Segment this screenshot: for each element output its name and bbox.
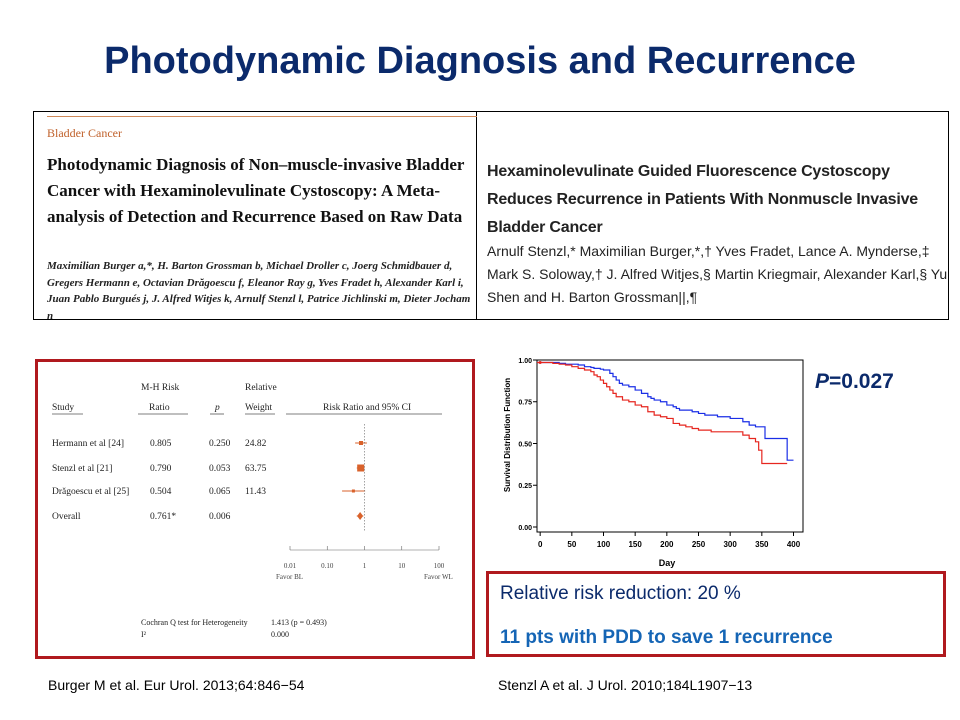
- stenzl-paper-header: Hexaminolevulinate Guided Fluorescence C…: [484, 112, 949, 319]
- paper-headers-box: Bladder Cancer Photodynamic Diagnosis of…: [33, 111, 949, 322]
- forest-axis-tick-label: 100: [434, 562, 445, 570]
- forest-row-weight: 63.75: [245, 464, 267, 474]
- favor-wl-label: Favor WL: [424, 573, 453, 581]
- km-x-tick-label: 0: [538, 540, 543, 549]
- citation-burger: Burger M et al. Eur Urol. 2013;64:846−54: [48, 677, 305, 693]
- km-x-tick-label: 350: [755, 540, 769, 549]
- km-y-tick-label: 1.00: [518, 358, 532, 365]
- km-x-tick-label: 300: [723, 540, 737, 549]
- km-x-tick-label: 150: [628, 540, 642, 549]
- number-needed-to-treat: 11 pts with PDD to save 1 recurrence: [500, 627, 833, 648]
- km-chart: Survival Distribution Function Day 0 50 10…: [503, 358, 804, 568]
- km-x-tick-label: 400: [787, 540, 801, 549]
- header-p: p: [214, 403, 220, 413]
- forest-row-p: 0.006: [209, 512, 231, 522]
- heterogeneity-label: Cochran Q test for Heterogeneity: [141, 618, 248, 627]
- favor-bl-label: Favor BL: [276, 573, 303, 581]
- forest-study-marker: [357, 464, 365, 472]
- km-series-line-1: [537, 361, 794, 461]
- forest-row-study: Hermann et al [24]: [52, 439, 124, 449]
- stenzl-paper-title: Hexaminolevulinate Guided Fluorescence C…: [487, 163, 918, 236]
- forest-row-ratio: 0.790: [150, 464, 172, 474]
- km-chart-panel: Survival Distribution Function Day 0 50 10…: [496, 355, 810, 570]
- km-y-tick-label: 0.00: [518, 525, 532, 532]
- forest-row-p: 0.250: [209, 439, 231, 449]
- forest-study-marker: [358, 441, 363, 445]
- km-series-line-2: [537, 361, 788, 465]
- header-weight-bottom: Weight: [245, 403, 273, 413]
- burger-paper-title: Photodynamic Diagnosis of Non–muscle-inv…: [47, 155, 465, 226]
- header-ratio-bottom: Ratio: [149, 403, 170, 413]
- burger-paper-header: Bladder Cancer Photodynamic Diagnosis of…: [34, 112, 477, 322]
- burger-paper-authors: Maximilian Burger a,*, H. Barton Grossma…: [47, 260, 471, 322]
- forest-plot-panel: M-H Risk Relative Study Ratio p Weight R…: [35, 359, 475, 659]
- p-value-number: =0.027: [829, 370, 894, 393]
- forest-row-study: Drăgoescu et al [25]: [52, 487, 129, 497]
- km-x-tick-label: 100: [597, 540, 611, 549]
- header-ci: Risk Ratio and 95% CI: [323, 403, 411, 413]
- forest-row-ratio: 0.805: [150, 439, 172, 449]
- header-ratio-top: M-H Risk: [141, 383, 180, 393]
- km-x-tick-label: 250: [692, 540, 706, 549]
- slide-title: Photodynamic Diagnosis and Recurrence: [104, 40, 856, 82]
- journal-rule: [47, 116, 477, 117]
- forest-axis-tick-label: 10: [398, 562, 406, 570]
- km-y-axis-label: Survival Distribution Function: [503, 378, 512, 492]
- i2-label: I²: [141, 630, 147, 639]
- km-x-axis-label: Day: [659, 558, 676, 568]
- relative-risk-reduction: Relative risk reduction: 20 %: [500, 583, 741, 604]
- forest-row-p: 0.053: [209, 464, 231, 474]
- stenzl-paper-authors: Arnulf Stenzl,* Maximilian Burger,*,† Yv…: [487, 243, 948, 305]
- forest-row-p: 0.065: [209, 487, 231, 497]
- km-x-tick-label: 50: [567, 540, 576, 549]
- header-weight-top: Relative: [245, 383, 277, 393]
- header-study: Study: [52, 403, 74, 413]
- forest-axis-tick-label: 0.10: [321, 562, 334, 570]
- heterogeneity-value: 1.413 (p = 0.493): [271, 618, 327, 627]
- journal-section-label: Bladder Cancer: [47, 126, 122, 140]
- forest-axis-tick-label: 0.01: [284, 562, 297, 570]
- summary-box: Relative risk reduction: 20 % 11 pts wit…: [486, 571, 946, 657]
- km-start-marker: [538, 361, 542, 365]
- p-value: P=0.027: [815, 370, 894, 394]
- citation-stenzl: Stenzl A et al. J Urol. 2010;184L1907−13: [498, 677, 753, 693]
- forest-overall-diamond: [357, 512, 364, 520]
- forest-row-study: Overall: [52, 512, 81, 522]
- i2-value: 0.000: [271, 630, 289, 639]
- forest-row-weight: 24.82: [245, 439, 267, 449]
- forest-row-weight: 11.43: [245, 487, 266, 497]
- km-x-tick-label: 200: [660, 540, 674, 549]
- forest-axis-tick-label: 1: [363, 562, 367, 570]
- forest-row-ratio: 0.504: [150, 487, 172, 497]
- forest-row-ratio: 0.761*: [150, 512, 176, 522]
- km-y-tick-label: 0.50: [518, 441, 532, 448]
- forest-study-marker: [351, 489, 355, 493]
- p-symbol: P: [815, 370, 830, 393]
- forest-plot: M-H Risk Relative Study Ratio p Weight R…: [52, 383, 453, 639]
- km-y-tick-label: 0.75: [518, 400, 532, 407]
- forest-row-study: Stenzl et al [21]: [52, 464, 112, 474]
- km-y-tick-label: 0.25: [518, 483, 532, 490]
